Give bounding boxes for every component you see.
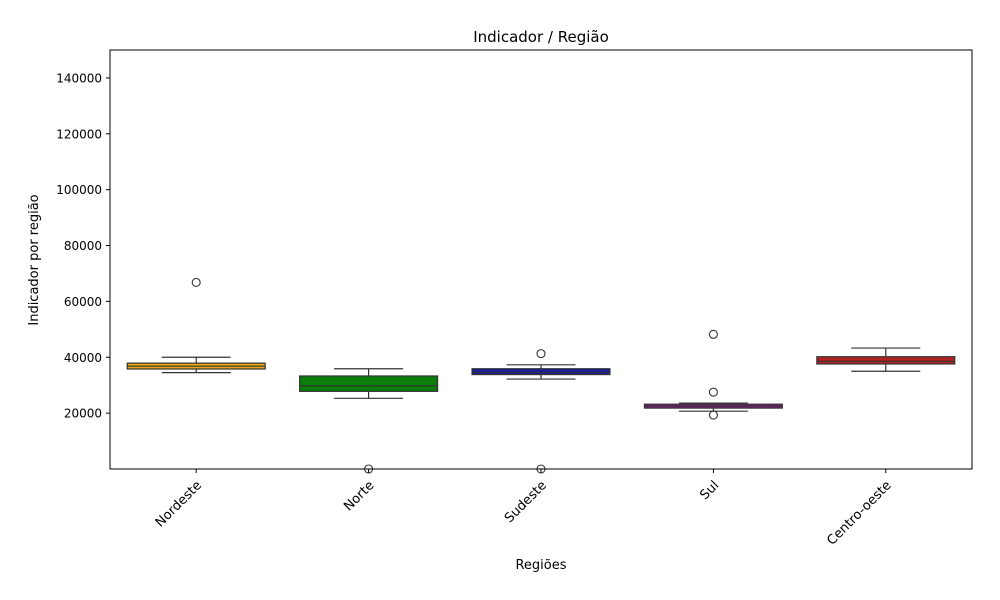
outlier-point — [536, 349, 546, 359]
box-iqr — [299, 375, 439, 392]
y-tick-label: 40000 — [64, 351, 102, 365]
outlier-point — [708, 329, 718, 339]
box-sul — [643, 329, 783, 420]
y-tick-label: 20000 — [64, 407, 102, 421]
box-iqr — [471, 368, 611, 376]
outlier-point — [708, 410, 718, 420]
outlier-point — [191, 277, 201, 287]
x-tick-label: Centro-oeste — [824, 478, 894, 548]
y-tick-label: 120000 — [56, 127, 102, 141]
x-tick-label: Norte — [341, 478, 377, 514]
y-tick-label: 100000 — [56, 183, 102, 197]
box-sudeste — [471, 349, 611, 474]
box-nordeste — [126, 277, 266, 374]
box-centro-oeste — [816, 347, 956, 372]
x-tick-label: Nordeste — [153, 478, 205, 530]
plot-frame — [109, 49, 973, 470]
chart-title: Indicador / Região — [473, 28, 609, 46]
y-tick-label: 60000 — [64, 295, 102, 309]
x-axis: Nordeste Norte Sudeste Sul Centro-oeste — [153, 469, 895, 549]
x-tick-label: Sul — [697, 478, 722, 503]
y-tick-label: 140000 — [56, 71, 102, 85]
box-norte — [299, 368, 439, 474]
x-axis-label: Regiões — [515, 558, 566, 573]
x-tick-label: Sudeste — [502, 478, 550, 526]
box-iqr — [816, 356, 956, 365]
y-tick-label: 80000 — [64, 239, 102, 253]
plot-area — [126, 277, 956, 474]
y-axis: 20000 40000 60000 80000 100000 120000 140000 — [56, 71, 110, 421]
y-axis-label: Indicador por região — [27, 194, 42, 325]
outlier-point — [708, 387, 718, 397]
